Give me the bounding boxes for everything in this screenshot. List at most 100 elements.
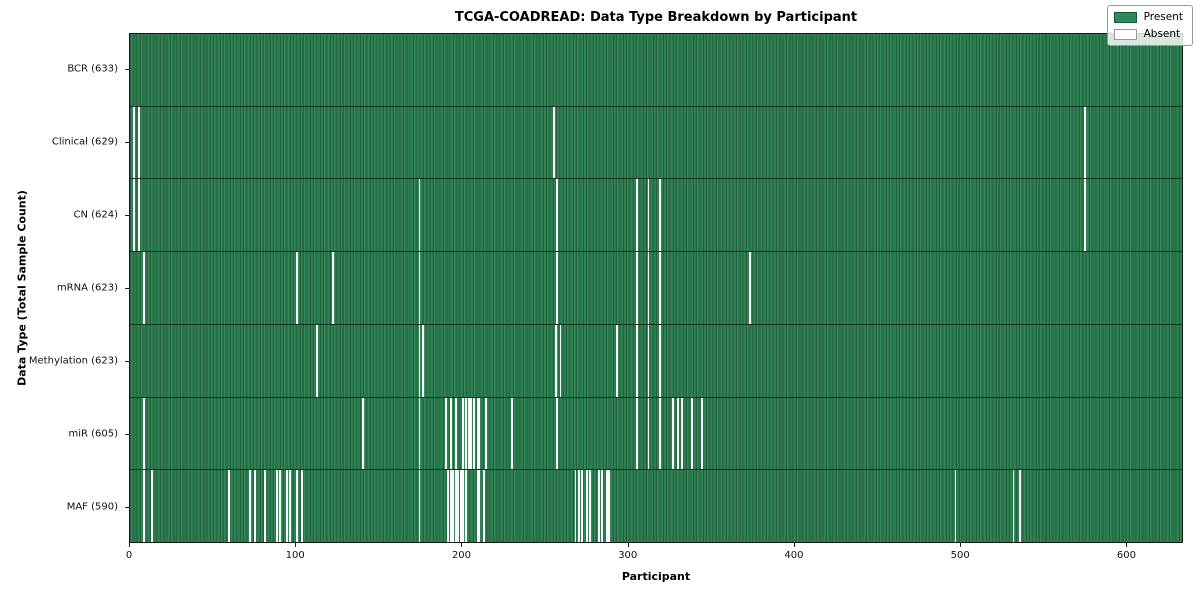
absent-stripe (473, 397, 476, 470)
absent-stripe (143, 252, 146, 324)
heatmap-row-MAF (130, 470, 1182, 543)
absent-swatch-icon (1113, 28, 1137, 40)
absent-stripe (552, 106, 555, 179)
absent-stripe (606, 470, 608, 543)
chart-title: TCGA-COADREAD: Data Type Breakdown by Pa… (454, 10, 858, 25)
absent-stripe (556, 179, 559, 252)
y-tick-label-MAF: MAF (590) (66, 501, 118, 513)
absent-stripe (559, 324, 562, 397)
absent-stripe (461, 397, 464, 470)
legend-entry-present: Present (1113, 11, 1183, 23)
absent-stripe (586, 470, 589, 543)
absent-stripe (647, 252, 650, 324)
absent-stripe (690, 397, 693, 470)
absent-stripe (478, 397, 481, 470)
absent-stripe (574, 470, 577, 543)
absent-stripe (556, 397, 559, 470)
x-tick-mark (129, 543, 130, 547)
absent-stripe (577, 470, 580, 543)
absent-stripe (659, 179, 662, 252)
absent-stripe (581, 470, 584, 543)
absent-stripe (418, 324, 421, 397)
absent-stripe (451, 470, 454, 543)
absent-stripe (151, 470, 154, 543)
x-tick-mark (627, 543, 629, 547)
absent-stripe (659, 252, 662, 324)
absent-stripe (748, 252, 751, 324)
absent-stripe (635, 252, 638, 324)
x-tick-label-600: 600 (1116, 550, 1137, 561)
absent-stripe (295, 470, 298, 543)
y-tick-mark (125, 215, 129, 217)
absent-stripe (635, 397, 638, 470)
absent-stripe (461, 470, 464, 543)
absent-stripe (279, 470, 282, 543)
absent-stripe (616, 324, 618, 397)
x-tick-label-500: 500 (950, 550, 970, 561)
x-tick-mark (1126, 543, 1128, 547)
absent-stripe (484, 397, 487, 470)
plot-area (129, 33, 1183, 543)
x-tick-label-0: 0 (125, 550, 133, 561)
absent-stripe (1012, 470, 1015, 543)
absent-stripe (680, 397, 683, 470)
absent-stripe (289, 470, 292, 543)
absent-stripe (647, 179, 650, 252)
absent-stripe (275, 470, 278, 543)
absent-stripe (264, 470, 267, 543)
x-tick-mark (461, 543, 463, 547)
absent-stripe (332, 252, 335, 324)
heatmap-row-miR (130, 397, 1182, 471)
absent-stripe (476, 470, 479, 543)
absent-stripe (418, 397, 421, 470)
absent-stripe (143, 397, 146, 470)
absent-stripe (445, 397, 448, 470)
y-tick-label-mRNA: mRNA (623) (56, 282, 118, 294)
absent-stripe (589, 470, 592, 543)
absent-stripe (300, 470, 303, 543)
absent-stripe (647, 397, 650, 470)
absent-stripe (607, 470, 610, 543)
absent-stripe (511, 397, 514, 470)
x-tick-label-400: 400 (784, 550, 804, 561)
y-tick-mark (125, 142, 129, 144)
absent-stripe (700, 397, 703, 470)
y-tick-label-miR: miR (605) (68, 428, 118, 440)
absent-stripe (659, 397, 662, 470)
absent-stripe (133, 179, 136, 252)
absent-stripe (133, 106, 136, 179)
absent-stripe (465, 397, 467, 470)
heatmap-row-BCR (130, 34, 1182, 107)
legend-entry-absent: Absent (1113, 28, 1183, 40)
absent-stripe (554, 324, 557, 397)
absent-stripe (455, 397, 457, 470)
absent-stripe (249, 470, 252, 543)
absent-stripe (476, 397, 479, 470)
absent-stripe (421, 324, 424, 397)
y-tick-mark (125, 69, 129, 71)
y-tick-mark (125, 288, 129, 289)
x-tick-mark (295, 543, 297, 547)
absent-stripe (659, 324, 662, 397)
absent-stripe (556, 252, 559, 324)
absent-stripe (418, 179, 421, 252)
absent-stripe (418, 470, 421, 543)
y-tick-label-Clinical: Clinical (629) (51, 136, 118, 148)
absent-stripe (450, 470, 453, 543)
absent-stripe (478, 470, 481, 543)
absent-stripe (138, 179, 141, 252)
absent-stripe (677, 397, 680, 470)
absent-stripe (635, 324, 638, 397)
absent-stripe (254, 470, 257, 543)
absent-stripe (601, 470, 604, 543)
absent-stripe (483, 470, 486, 543)
absent-stripe (468, 397, 471, 470)
x-tick-label-300: 300 (618, 550, 638, 561)
x-tick-mark (960, 543, 962, 547)
absent-stripe (460, 470, 462, 543)
absent-stripe (138, 106, 141, 179)
absent-stripe (315, 324, 318, 397)
absent-stripe (1019, 470, 1022, 543)
absent-stripe (450, 397, 453, 470)
